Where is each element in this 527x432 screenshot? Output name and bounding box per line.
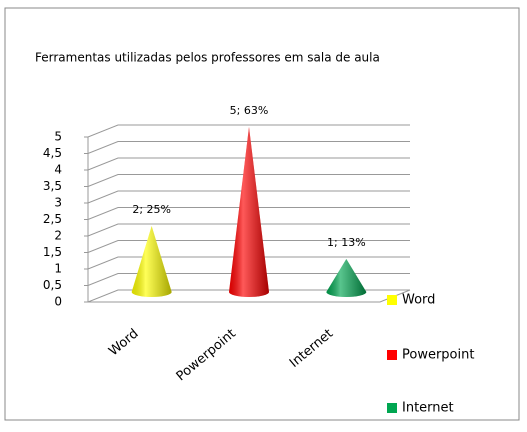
cone [131,226,172,297]
value-label: 2; 25% [132,203,171,216]
y-tick-label: 2 [54,229,62,243]
y-tick-label: 4 [54,163,62,177]
grid-line [84,174,410,187]
y-tick-label: 2,5 [43,212,62,226]
cone [326,259,367,297]
value-label: 5; 63% [230,104,269,117]
chart-frame [4,7,520,421]
grid-line [84,207,410,220]
grid-line [84,124,410,138]
value-label: 1; 13% [327,236,366,249]
grid-line [84,240,410,253]
y-tick-label: 1 [54,262,62,276]
legend-swatch [387,350,397,360]
grid-line [84,141,410,154]
legend-label: Powerpoint [402,348,474,363]
legend-swatch [387,295,397,305]
grid-line [84,223,410,237]
y-tick-label: 3 [54,196,62,210]
cone-part [229,127,269,297]
legend-label: Internet [402,401,454,416]
floor [88,289,411,303]
y-tick-label: 5 [54,130,62,144]
grid-line [84,190,410,204]
y-tick-label: 4,5 [43,146,62,160]
y-tick-label: 0,5 [43,278,62,292]
chart-title: Ferramentas utilizadas pelos professores… [35,51,380,65]
y-tick-label: 1,5 [43,245,62,259]
y-tick-label: 3,5 [43,179,62,193]
legend-label: Word [402,293,435,308]
cone-part [326,259,367,297]
cone-part [131,226,172,297]
legend-swatch [387,403,397,413]
grid-line [84,157,410,171]
y-tick-label: 0 [54,295,62,309]
cone [229,127,269,297]
